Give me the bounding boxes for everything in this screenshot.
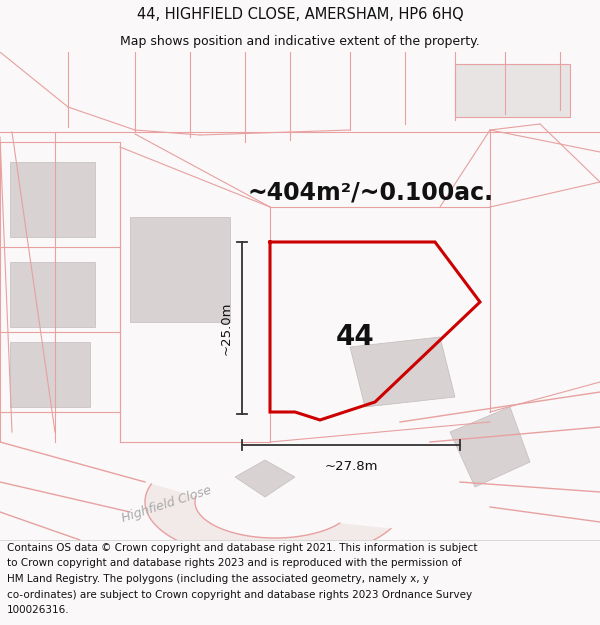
Polygon shape [350, 337, 455, 407]
Text: ~404m²/~0.100ac.: ~404m²/~0.100ac. [247, 180, 493, 204]
Polygon shape [235, 460, 295, 497]
Text: Contains OS data © Crown copyright and database right 2021. This information is : Contains OS data © Crown copyright and d… [7, 542, 478, 552]
Text: 100026316.: 100026316. [7, 606, 70, 616]
Polygon shape [10, 262, 95, 327]
Text: ~25.0m: ~25.0m [220, 301, 233, 355]
Text: ~27.8m: ~27.8m [324, 461, 378, 474]
Text: co-ordinates) are subject to Crown copyright and database rights 2023 Ordnance S: co-ordinates) are subject to Crown copyr… [7, 590, 472, 600]
Text: Highfield Close: Highfield Close [120, 484, 213, 525]
Polygon shape [10, 342, 90, 407]
Text: to Crown copyright and database rights 2023 and is reproduced with the permissio: to Crown copyright and database rights 2… [7, 558, 462, 568]
Text: HM Land Registry. The polygons (including the associated geometry, namely x, y: HM Land Registry. The polygons (includin… [7, 574, 429, 584]
Polygon shape [450, 407, 530, 487]
Polygon shape [145, 484, 391, 561]
Polygon shape [455, 64, 570, 117]
Text: Map shows position and indicative extent of the property.: Map shows position and indicative extent… [120, 35, 480, 48]
Polygon shape [130, 217, 230, 322]
Text: 44, HIGHFIELD CLOSE, AMERSHAM, HP6 6HQ: 44, HIGHFIELD CLOSE, AMERSHAM, HP6 6HQ [137, 7, 463, 22]
Text: 44: 44 [335, 323, 374, 351]
Polygon shape [10, 162, 95, 237]
